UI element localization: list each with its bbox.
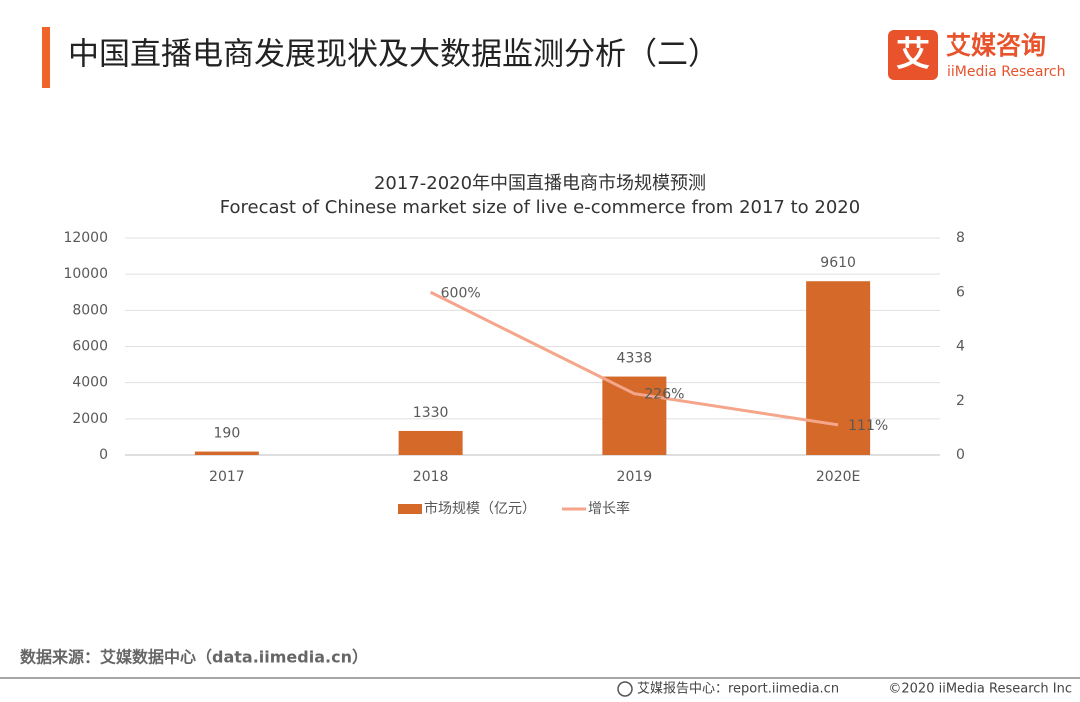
y-tick-label: 12000 bbox=[63, 230, 108, 246]
y2-tick-label: 0 bbox=[956, 447, 965, 463]
line-value-label: 600% bbox=[441, 285, 481, 301]
chart-subtitle: Forecast of Chinese market size of live … bbox=[220, 197, 860, 218]
x-tick-label: 2018 bbox=[413, 469, 449, 485]
bar-value-label: 190 bbox=[214, 426, 241, 442]
legend-swatch bbox=[398, 504, 422, 514]
y2-tick-label: 4 bbox=[956, 339, 965, 355]
bar bbox=[398, 430, 463, 455]
chart-title: 2017-2020年中国直播电商市场规模预测 bbox=[374, 173, 706, 194]
x-tick-label: 2019 bbox=[617, 469, 653, 485]
y-tick-label: 6000 bbox=[72, 339, 108, 355]
line-value-label: 226% bbox=[644, 387, 684, 403]
bar-value-label: 1330 bbox=[413, 405, 449, 421]
bar-value-label: 9610 bbox=[820, 255, 856, 271]
y-tick-label: 10000 bbox=[63, 266, 108, 282]
logo-mark: 艾 bbox=[896, 35, 930, 75]
footer-text: 艾媒报告中心：report.iimedia.cn bbox=[637, 682, 839, 697]
source: 数据来源：艾媒数据中心（data.iimedia.cn） bbox=[20, 648, 368, 667]
page-title: 中国直播电商发展现状及大数据监测分析（二） bbox=[68, 37, 719, 73]
y2-tick-label: 6 bbox=[956, 284, 965, 300]
bar bbox=[194, 451, 259, 455]
y2-tick-label: 8 bbox=[956, 230, 965, 246]
bar bbox=[806, 281, 871, 455]
logo-icon bbox=[888, 30, 938, 80]
title-accent bbox=[42, 27, 50, 88]
line bbox=[429, 290, 839, 427]
footer-copyright: ©2020 iiMedia Research Inc bbox=[888, 682, 1072, 697]
bar-value-label: 4338 bbox=[617, 351, 653, 367]
logo-sub: iiMedia Research bbox=[947, 64, 1066, 80]
y-tick-label: 8000 bbox=[72, 302, 108, 318]
y-tick-label: 2000 bbox=[72, 411, 108, 427]
legend-label: 市场规模（亿元） bbox=[424, 500, 536, 517]
legend-label: 增长率 bbox=[588, 500, 630, 517]
x-tick-label: 2020E bbox=[816, 469, 860, 485]
y-tick-label: 4000 bbox=[72, 375, 108, 391]
footer-icon bbox=[617, 681, 633, 697]
x-tick-label: 2017 bbox=[209, 469, 245, 485]
y2-tick-label: 2 bbox=[956, 393, 965, 409]
logo-name: 艾媒咨询 bbox=[946, 31, 1046, 60]
y-tick-label: 0 bbox=[99, 447, 108, 463]
bar bbox=[602, 376, 667, 455]
line-value-label: 111% bbox=[848, 418, 888, 434]
